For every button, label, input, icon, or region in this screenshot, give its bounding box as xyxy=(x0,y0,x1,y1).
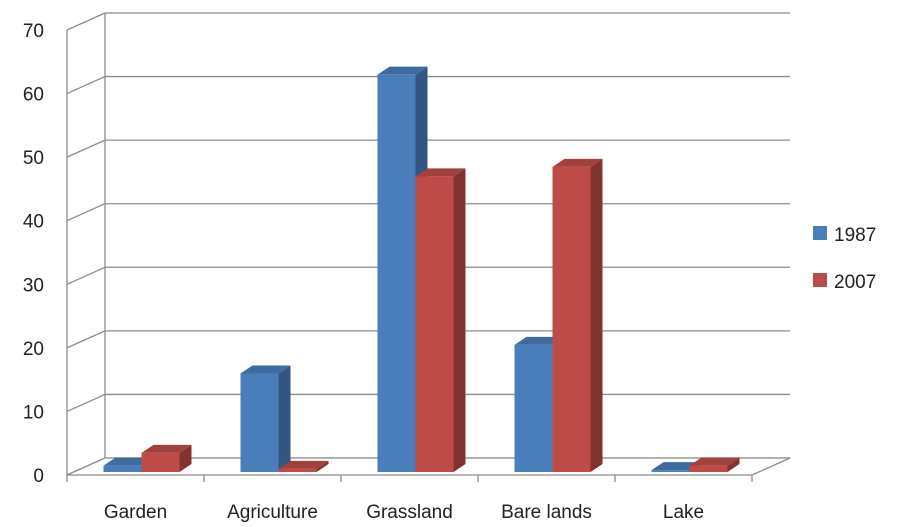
legend-label: 2007 xyxy=(834,272,876,293)
bar-side xyxy=(727,457,740,472)
bar-side xyxy=(179,444,192,472)
bar-front xyxy=(278,468,317,472)
bar xyxy=(278,460,329,472)
legend-swatch xyxy=(813,273,827,287)
gridline-depth xyxy=(66,330,106,349)
bar-top xyxy=(240,365,291,374)
x-category-label: Garden xyxy=(104,502,167,523)
gridline-depth xyxy=(66,203,106,222)
bar-top xyxy=(377,66,428,75)
x-category-label: Agriculture xyxy=(227,502,318,523)
gridline-depth xyxy=(66,75,106,95)
y-tick-label: 10 xyxy=(23,402,44,423)
y-tick-label: 0 xyxy=(33,466,44,487)
bar-top xyxy=(415,168,466,177)
y-tick-label: 50 xyxy=(23,148,44,169)
legend-label: 1987 xyxy=(834,225,876,246)
bar-side xyxy=(453,168,466,472)
bar xyxy=(415,168,466,472)
gridline-depth xyxy=(66,12,106,31)
bar xyxy=(141,444,192,472)
bar-front xyxy=(103,465,142,472)
bar xyxy=(240,365,291,472)
bar-front xyxy=(415,176,454,472)
y-tick-label: 70 xyxy=(23,21,44,42)
bars xyxy=(103,66,740,472)
bar-front xyxy=(141,452,180,472)
x-category-label: Bare lands xyxy=(501,502,592,523)
bar-top xyxy=(103,457,154,466)
y-tick-label: 30 xyxy=(23,275,44,296)
bar-front xyxy=(651,470,690,472)
bar-top xyxy=(651,462,702,471)
legend: 1987 2007 xyxy=(813,225,876,293)
bar-side xyxy=(316,460,329,472)
bar-top xyxy=(514,336,565,345)
bar-side xyxy=(278,365,291,472)
bar-side xyxy=(590,158,603,472)
gridline-depth xyxy=(66,393,106,413)
bar-front xyxy=(240,373,279,472)
bar xyxy=(689,457,740,472)
bar-front xyxy=(689,465,728,472)
x-category-label: Lake xyxy=(663,502,704,523)
bar-top xyxy=(689,457,740,466)
y-tick-label: 60 xyxy=(23,85,44,106)
bar-front xyxy=(552,166,591,472)
bar xyxy=(552,158,603,472)
gridline-depth xyxy=(66,139,106,158)
bar-front xyxy=(377,74,416,472)
bar-top xyxy=(141,444,192,453)
gridline-depth xyxy=(66,266,106,285)
legend-swatch xyxy=(813,226,827,240)
y-tick-label: 20 xyxy=(23,339,44,360)
bar-top xyxy=(552,158,603,167)
bar-top xyxy=(278,460,329,469)
y-tick-label: 40 xyxy=(23,212,44,233)
bar-front xyxy=(514,344,553,472)
x-category-label: Grassland xyxy=(366,502,453,523)
